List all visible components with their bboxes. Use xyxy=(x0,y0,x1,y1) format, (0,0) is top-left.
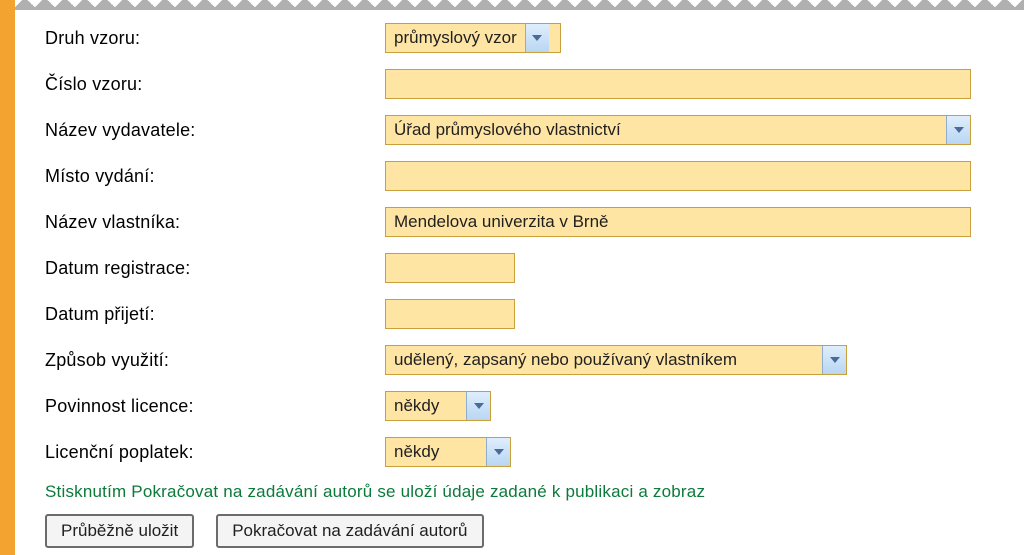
torn-edge-decoration xyxy=(15,0,1024,10)
chevron-down-icon[interactable] xyxy=(822,346,846,374)
select-druh-vzoru-value: průmyslový vzor xyxy=(386,24,525,52)
chevron-down-icon[interactable] xyxy=(946,116,970,144)
select-licencni-poplatek[interactable]: někdy xyxy=(385,437,511,467)
select-zpusob-vyuziti-value: udělený, zapsaný nebo používaný vlastník… xyxy=(386,346,822,374)
select-povinnost-licence[interactable]: někdy xyxy=(385,391,491,421)
chevron-down-icon[interactable] xyxy=(466,392,490,420)
select-nazev-vydavatele-value: Úřad průmyslového vlastnictví xyxy=(386,116,946,144)
label-datum-prijeti: Datum přijetí: xyxy=(45,304,385,325)
label-druh-vzoru: Druh vzoru: xyxy=(45,28,385,49)
input-misto-vydani[interactable] xyxy=(385,161,971,191)
chevron-down-icon[interactable] xyxy=(525,24,549,52)
input-datum-registrace[interactable] xyxy=(385,253,515,283)
label-datum-registrace: Datum registrace: xyxy=(45,258,385,279)
select-zpusob-vyuziti[interactable]: udělený, zapsaný nebo používaný vlastník… xyxy=(385,345,847,375)
select-druh-vzoru[interactable]: průmyslový vzor xyxy=(385,23,561,53)
chevron-down-icon[interactable] xyxy=(486,438,510,466)
left-accent-stripe xyxy=(0,0,15,555)
label-nazev-vydavatele: Název vydavatele: xyxy=(45,120,385,141)
label-zpusob-vyuziti: Způsob využití: xyxy=(45,350,385,371)
select-nazev-vydavatele[interactable]: Úřad průmyslového vlastnictví xyxy=(385,115,971,145)
hint-text: Stisknutím Pokračovat na zadávání autorů… xyxy=(45,482,1024,502)
input-cislo-vzoru[interactable] xyxy=(385,69,971,99)
label-nazev-vlastnika: Název vlastníka: xyxy=(45,212,385,233)
form-area: Druh vzoru: průmyslový vzor Číslo vzoru:… xyxy=(15,10,1024,555)
continue-button[interactable]: Pokračovat na zadávání autorů xyxy=(216,514,483,548)
button-row: Průběžně uložit Pokračovat na zadávání a… xyxy=(45,514,1024,548)
label-licencni-poplatek: Licenční poplatek: xyxy=(45,442,385,463)
save-draft-button[interactable]: Průběžně uložit xyxy=(45,514,194,548)
input-datum-prijeti[interactable] xyxy=(385,299,515,329)
select-povinnost-licence-value: někdy xyxy=(386,392,466,420)
input-nazev-vlastnika[interactable] xyxy=(385,207,971,237)
label-cislo-vzoru: Číslo vzoru: xyxy=(45,74,385,95)
label-misto-vydani: Místo vydání: xyxy=(45,166,385,187)
label-povinnost-licence: Povinnost licence: xyxy=(45,396,385,417)
select-licencni-poplatek-value: někdy xyxy=(386,438,486,466)
